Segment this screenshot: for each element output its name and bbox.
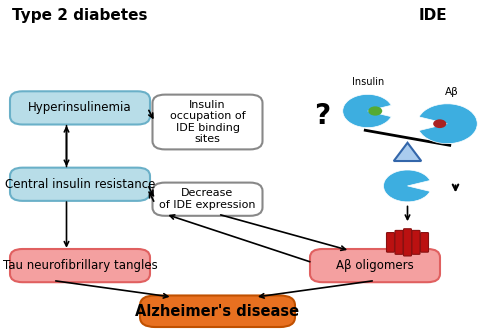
FancyBboxPatch shape [10,249,150,282]
Text: Tau neurofibrillary tangles: Tau neurofibrillary tangles [2,259,158,272]
FancyBboxPatch shape [152,183,262,216]
Text: Hyperinsulinemia: Hyperinsulinemia [28,101,132,115]
FancyBboxPatch shape [404,229,411,256]
Text: Decrease
of IDE expression: Decrease of IDE expression [159,188,256,210]
FancyBboxPatch shape [140,295,295,327]
Text: Type 2 diabetes: Type 2 diabetes [12,8,148,23]
FancyBboxPatch shape [420,232,428,252]
Circle shape [368,106,382,116]
Wedge shape [384,170,430,202]
FancyBboxPatch shape [152,95,262,149]
Text: Insulin: Insulin [352,77,384,87]
Text: Central insulin resistance: Central insulin resistance [5,178,155,191]
Text: IDE: IDE [418,8,447,23]
Text: Insulin
occupation of
IDE binding
sites: Insulin occupation of IDE binding sites [170,100,246,144]
FancyBboxPatch shape [10,91,150,124]
FancyBboxPatch shape [10,168,150,201]
Polygon shape [394,143,421,161]
Wedge shape [342,94,391,127]
FancyBboxPatch shape [386,232,394,252]
Text: ?: ? [314,102,330,130]
Text: Aβ oligomers: Aβ oligomers [336,259,414,272]
FancyBboxPatch shape [412,230,420,254]
Text: Aβ: Aβ [446,87,459,97]
FancyBboxPatch shape [310,249,440,282]
Wedge shape [419,104,478,144]
Circle shape [433,119,446,128]
FancyBboxPatch shape [395,230,403,254]
Text: Alzheimer's disease: Alzheimer's disease [136,304,300,319]
